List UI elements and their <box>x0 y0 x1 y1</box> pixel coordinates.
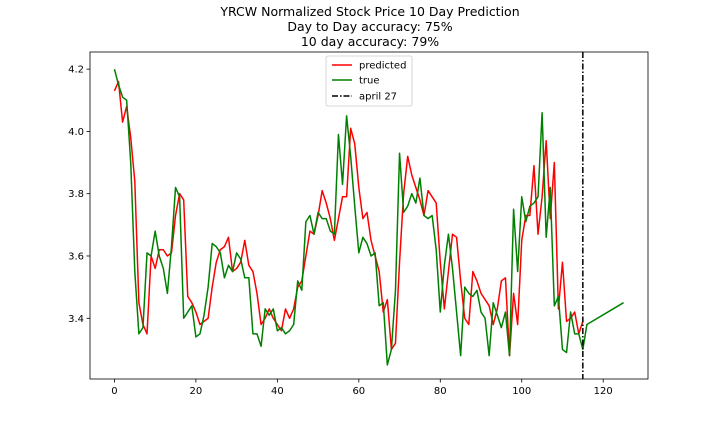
series-line-predicted <box>113 80 584 357</box>
y-axis: 3.4 3.6 3.8 4.0 4.2 <box>68 65 90 325</box>
x-tick-label: 40 <box>271 386 284 397</box>
title-line-3: 10 day accuracy: 79% <box>301 34 439 49</box>
x-tick-label: 100 <box>512 386 531 397</box>
x-tick-label: 80 <box>434 386 447 397</box>
y-tick-label: 3.4 <box>68 314 84 325</box>
y-tick-label: 3.8 <box>68 189 84 200</box>
x-tick-label: 60 <box>352 386 365 397</box>
title-line-2: Day to Day accuracy: 75% <box>287 19 452 34</box>
x-tick-label: 0 <box>111 386 117 397</box>
legend: predicted true april 27 <box>325 55 413 107</box>
series-line-true <box>113 68 624 366</box>
x-tick-label: 120 <box>594 386 613 397</box>
legend-label-april-27: april 27 <box>359 92 397 103</box>
y-tick-label: 4.0 <box>68 127 84 138</box>
legend-frame <box>325 55 413 107</box>
plot-frame <box>89 51 649 380</box>
title-line-1: YRCW Normalized Stock Price 10 Day Predi… <box>219 4 519 19</box>
series-layer <box>113 68 624 366</box>
x-axis: 0 20 40 60 80 100 120 <box>111 379 613 397</box>
chart-title: YRCW Normalized Stock Price 10 Day Predi… <box>219 4 519 49</box>
legend-label-predicted: predicted <box>359 61 406 72</box>
legend-label-true: true <box>359 76 380 87</box>
y-tick-label: 3.6 <box>68 251 84 262</box>
y-tick-label: 4.2 <box>68 65 84 76</box>
x-tick-label: 20 <box>190 386 203 397</box>
